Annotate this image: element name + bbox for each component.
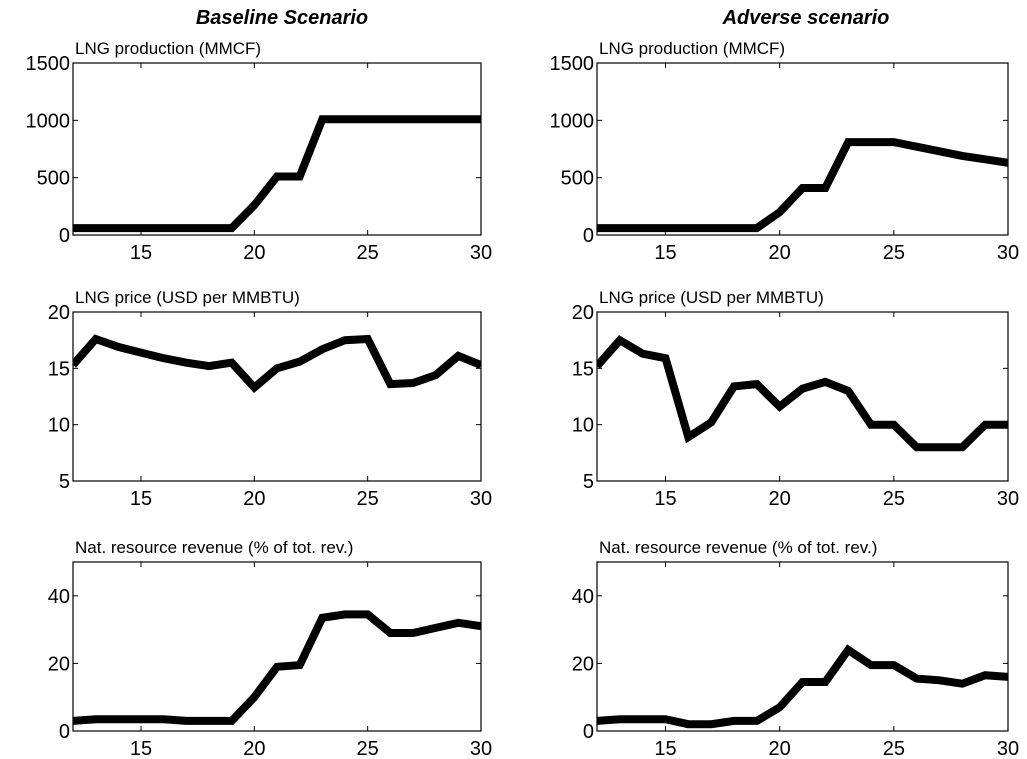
series-line [73,610,481,725]
axes-box [596,561,1009,732]
x-tick-label: 20 [243,738,265,759]
y-tick-label: 5 [583,471,594,493]
y-tick-label: 500 [561,168,594,190]
axes-box [72,62,482,236]
y-tick-label: 0 [59,225,70,247]
x-tick-label: 25 [357,488,379,510]
chart-panel-1: LNG production (MMCF) 15 20 25 30 0 500 1000 150… [26,39,493,264]
axes-box [72,311,482,482]
panel-title: LNG production (MMCF) [75,39,261,58]
x-tick-label: 30 [470,738,492,759]
x-tick-label: 25 [883,242,905,264]
y-tick-label: 10 [572,415,594,437]
y-tick-label: 1500 [550,53,595,75]
x-tick-label: 25 [883,738,905,759]
chart-panels: LNG production (MMCF)15 20 25 3005001000150… [26,39,1020,759]
x-tick-label: 15 [654,488,676,510]
chart-panel-3: LNG price (USD per MMBTU) 15 20 25 30 5 10 15 20 [48,288,492,510]
series-line [73,334,481,394]
y-tick-label: 20 [48,302,70,324]
series-line [597,335,1008,452]
x-tick-label: 30 [470,242,492,264]
y-tick-label: 20 [572,653,594,675]
y-tick-label: 20 [48,653,70,675]
panel-title: Nat. resource revenue (% of tot. rev.) [599,538,877,557]
y-tick-label: 1000 [550,110,595,132]
x-tick-label: 30 [470,488,492,510]
x-tick-label: 30 [997,488,1019,510]
x-tick-label: 15 [654,738,676,759]
x-tick-label: 30 [997,738,1019,759]
x-tick-label: 20 [769,738,791,759]
y-tick-label: 0 [583,721,594,743]
x-tick-label: 15 [130,242,152,264]
y-tick-label: 1000 [26,110,71,132]
x-tick-label: 20 [243,242,265,264]
y-tick-label: 10 [48,415,70,437]
chart-panel-4: LNG price (USD per MMBTU) 15 20 25 30 5 10 15 20 [572,288,1019,510]
y-tick-label: 500 [37,168,70,190]
panel-title: Nat. resource revenue (% of tot. rev.) [75,538,353,557]
panel-title: LNG production (MMCF) [599,39,785,58]
x-tick-label: 15 [130,738,152,759]
y-tick-label: 20 [572,302,594,324]
y-tick-label: 40 [48,586,70,608]
series-line [597,138,1008,233]
axes-box [72,561,482,732]
x-tick-label: 20 [769,242,791,264]
y-tick-label: 0 [583,225,594,247]
series-line [73,115,481,233]
x-tick-label: 30 [997,242,1019,264]
y-tick-label: 40 [572,586,594,608]
x-tick-label: 20 [769,488,791,510]
x-tick-label: 25 [357,242,379,264]
x-tick-label: 15 [654,242,676,264]
series-line [597,644,1008,729]
column-title-baseline: Baseline Scenario [196,7,368,29]
axes-box [596,311,1009,482]
x-tick-label: 15 [130,488,152,510]
x-tick-label: 25 [883,488,905,510]
y-tick-label: 0 [59,721,70,743]
panel-title: LNG price (USD per MMBTU) [599,288,824,307]
column-title-adverse: Adverse scenario [722,7,890,29]
panel-title: LNG price (USD per MMBTU) [75,288,300,307]
chart-panel-6: Nat. resource revenue (% of tot. rev.) 15… [572,538,1019,759]
x-tick-label: 25 [357,738,379,759]
y-tick-label: 5 [59,471,70,493]
y-tick-label: 1500 [26,53,71,75]
chart-panel-2: LNG production (MMCF) 15 20 25 30 0 500 1000 150… [550,39,1020,264]
y-tick-label: 15 [48,358,70,380]
y-tick-label: 15 [572,358,594,380]
chart-panel-5: Nat. resource revenue (% of tot. rev.) 15… [48,538,492,759]
x-tick-label: 20 [243,488,265,510]
